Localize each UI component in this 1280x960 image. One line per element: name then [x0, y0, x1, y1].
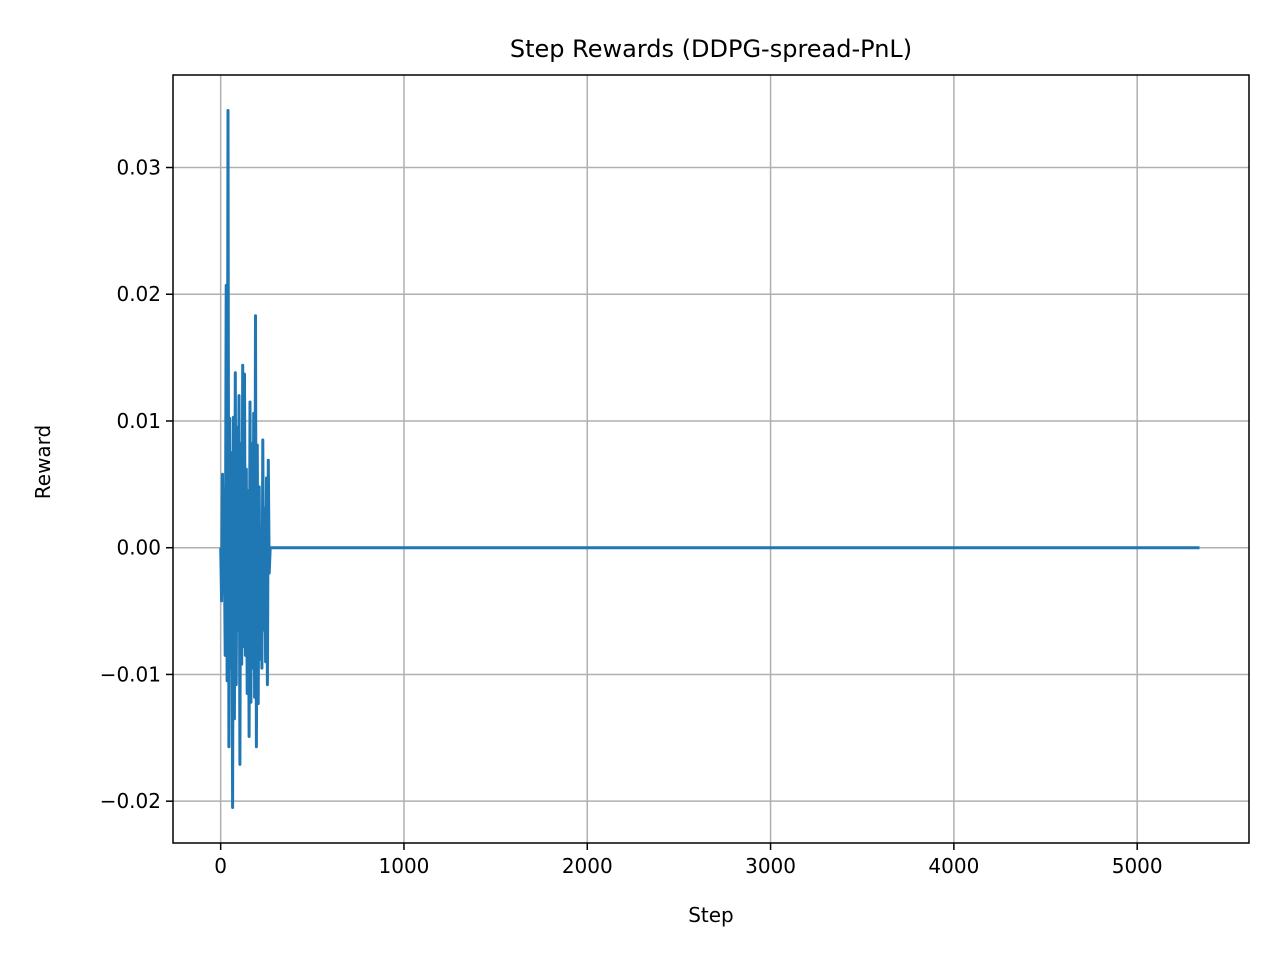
- x-tick-label: 3000: [745, 854, 796, 878]
- x-tick-label: 5000: [1112, 854, 1163, 878]
- plot-frame: [172, 74, 1250, 844]
- x-tick-label: 4000: [928, 854, 979, 878]
- y-tick-label: 0.02: [116, 282, 161, 306]
- x-axis-label: Step: [688, 903, 734, 927]
- y-tick-label: 0.00: [116, 536, 161, 560]
- y-axis-label: Reward: [31, 425, 55, 499]
- x-tick-label: 2000: [562, 854, 613, 878]
- y-tick-label: −0.02: [100, 789, 161, 813]
- y-tick-label: 0.03: [116, 156, 161, 180]
- reward-series-line: [219, 109, 1200, 809]
- tick-layer: 0 1000 2000 3000 4000 5000 −0.02 −0.01 0.00 0.01 0…: [100, 156, 1163, 878]
- chart-title: Step Rewards (DDPG-spread-PnL): [510, 35, 912, 63]
- series-layer: [219, 109, 1200, 809]
- x-tick-label: 1000: [379, 854, 430, 878]
- y-tick-label: 0.01: [116, 409, 161, 433]
- x-tick-label: 0: [214, 854, 227, 878]
- y-tick-label: −0.01: [100, 662, 161, 686]
